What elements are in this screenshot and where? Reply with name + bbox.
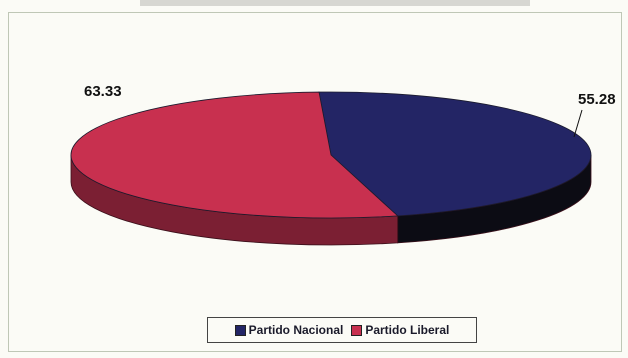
legend-label: Partido Nacional bbox=[248, 323, 344, 337]
legend-swatch-icon bbox=[234, 324, 246, 336]
legend-item: Partido Nacional bbox=[234, 323, 344, 337]
data-label: 55.28 bbox=[578, 91, 616, 108]
legend-item: Partido Liberal bbox=[351, 323, 449, 337]
scan-artifact-line bbox=[140, 0, 530, 6]
pie-slice bbox=[70, 91, 399, 219]
data-label-leader-line bbox=[573, 109, 583, 138]
legend-swatch-icon bbox=[351, 324, 363, 336]
chart-frame bbox=[8, 12, 622, 352]
chart-legend: Partido Nacional Partido Liberal bbox=[207, 317, 477, 343]
data-label: 63.33 bbox=[84, 83, 122, 100]
legend-label: Partido Liberal bbox=[365, 323, 450, 337]
pie-slice bbox=[318, 91, 592, 217]
